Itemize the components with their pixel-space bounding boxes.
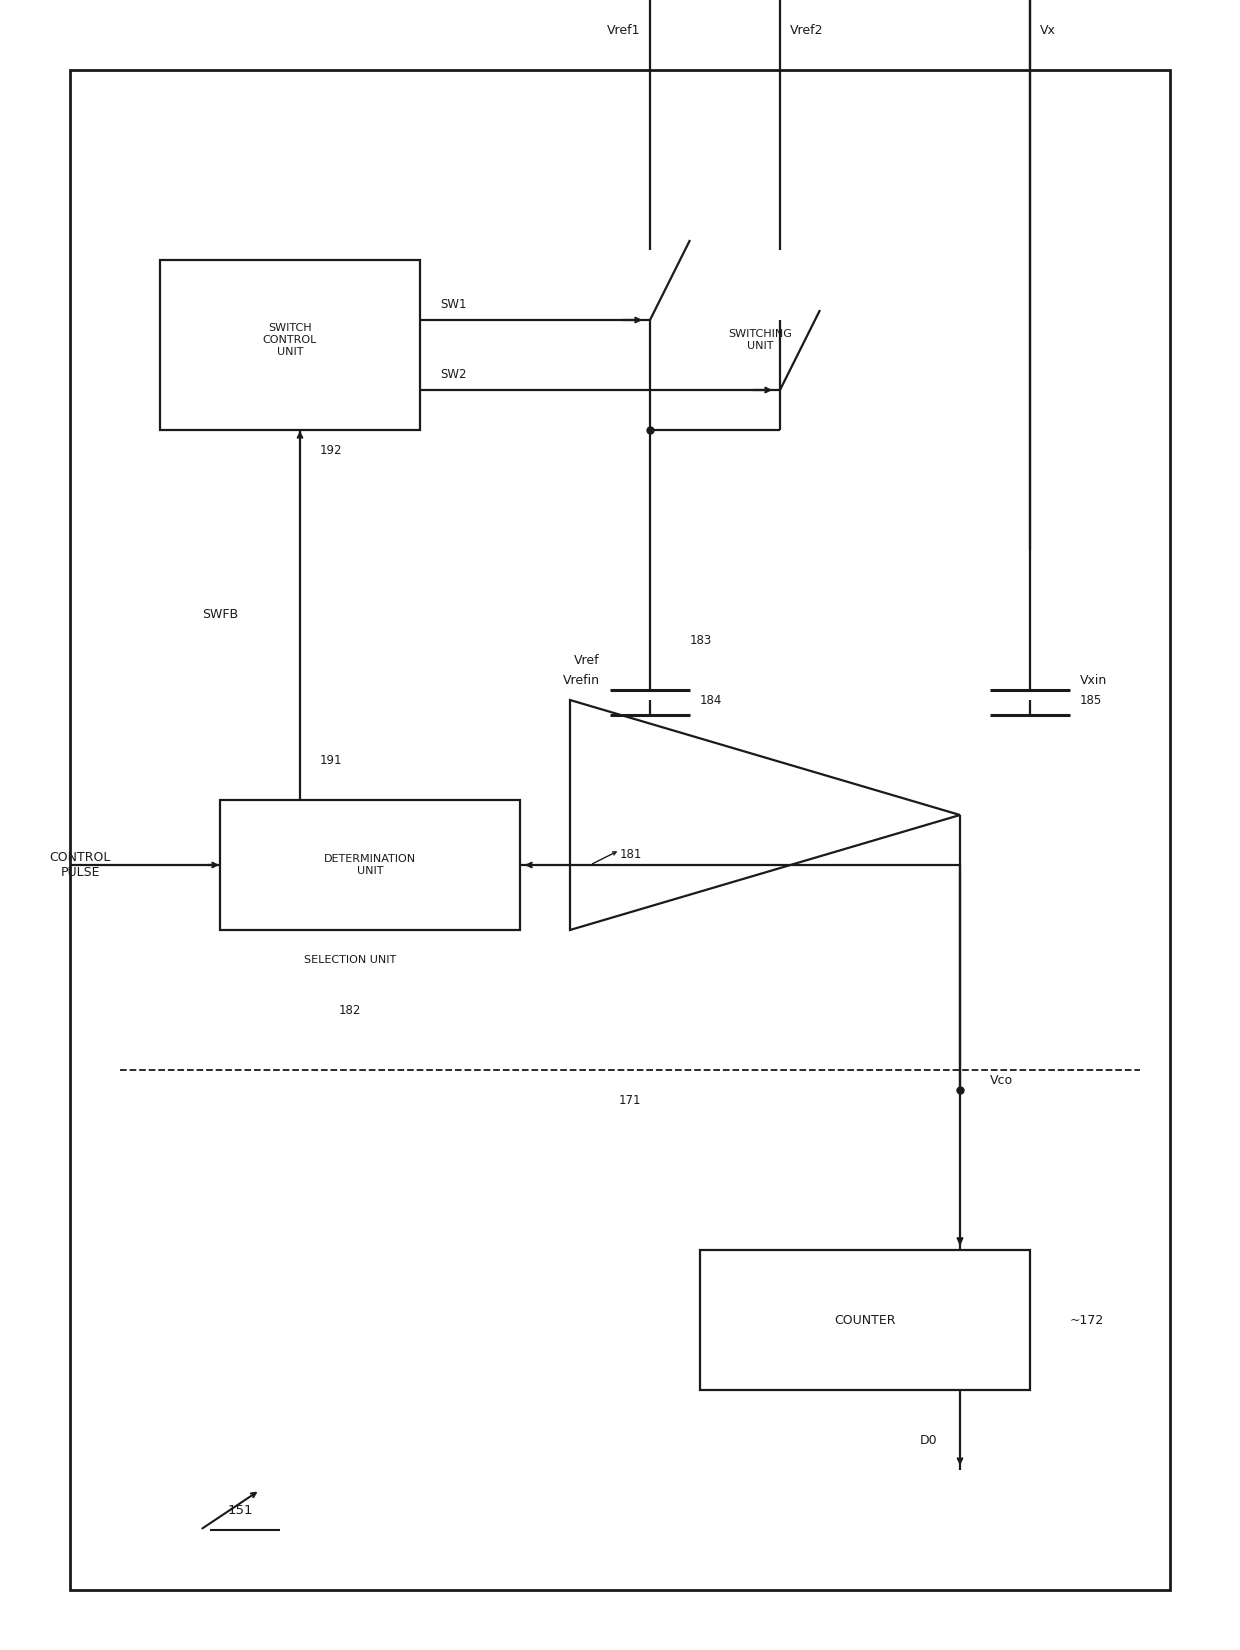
Text: DETERMINATION
UNIT: DETERMINATION UNIT — [324, 855, 417, 876]
Bar — [701, 1251, 1030, 1389]
Text: Vx: Vx — [1040, 23, 1056, 36]
Text: 171: 171 — [619, 1094, 641, 1107]
Text: Vco: Vco — [990, 1074, 1013, 1086]
Text: 183: 183 — [689, 634, 712, 647]
Text: 185: 185 — [1080, 693, 1102, 706]
Bar — [219, 800, 520, 931]
Text: ~172: ~172 — [1070, 1313, 1105, 1327]
Text: 181: 181 — [620, 848, 642, 861]
Text: SW1: SW1 — [440, 299, 466, 312]
Text: Vrefin: Vrefin — [563, 673, 600, 686]
Text: 182: 182 — [339, 1003, 361, 1016]
Text: CONTROL
PULSE: CONTROL PULSE — [50, 851, 110, 879]
Bar — [551, 229, 910, 431]
Bar — [160, 261, 420, 431]
Text: 192: 192 — [320, 444, 342, 457]
Bar — [120, 140, 1120, 1539]
Text: SWFB: SWFB — [202, 609, 238, 622]
Text: Vxin: Vxin — [1080, 673, 1107, 686]
Text: 191: 191 — [320, 754, 342, 767]
Bar — [140, 761, 560, 980]
Text: 184: 184 — [701, 693, 723, 706]
Text: SW2: SW2 — [440, 368, 466, 381]
Bar — [69, 69, 1171, 1591]
Bar — [379, 251, 1140, 1069]
Text: D0: D0 — [920, 1434, 937, 1447]
Text: COUNTER: COUNTER — [835, 1313, 895, 1327]
Text: 151: 151 — [227, 1503, 253, 1516]
Text: SELECTION UNIT: SELECTION UNIT — [304, 955, 396, 965]
Text: Vref2: Vref2 — [790, 23, 823, 36]
Text: Vref: Vref — [574, 653, 600, 667]
Text: SWITCH
CONTROL
UNIT: SWITCH CONTROL UNIT — [263, 323, 317, 356]
Text: SWITCHING
UNIT: SWITCHING UNIT — [728, 330, 792, 351]
Text: Vref1: Vref1 — [606, 23, 640, 36]
